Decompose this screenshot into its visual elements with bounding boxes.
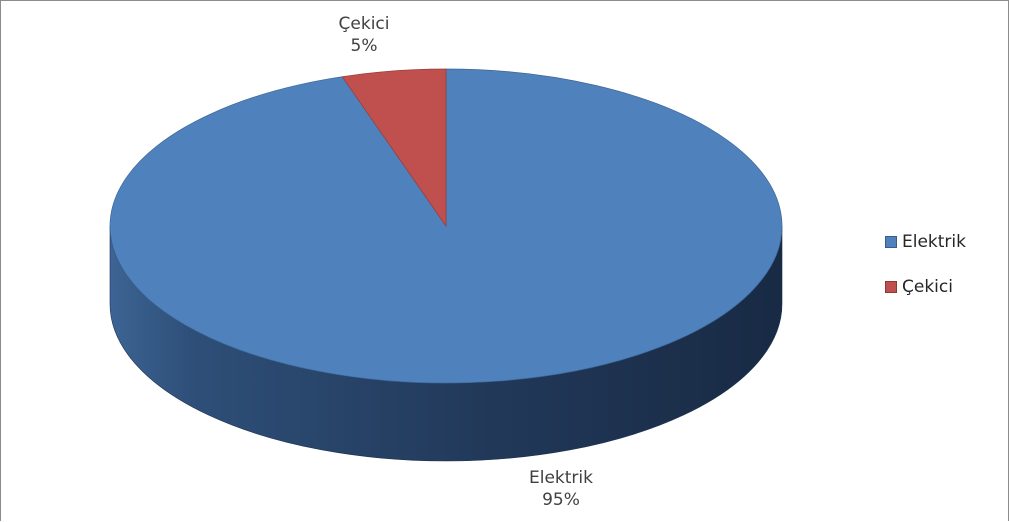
legend-label-cekici: Çekici bbox=[902, 277, 953, 297]
pie-slice-cekici bbox=[341, 68, 447, 228]
legend-swatch-cekici bbox=[885, 281, 897, 293]
data-label-elektrik-percent: 95% bbox=[542, 490, 580, 510]
data-label-cekici-name: Çekici bbox=[338, 14, 390, 34]
data-label-elektrik-name: Elektrik bbox=[529, 468, 593, 488]
data-label-cekici-percent: 5% bbox=[350, 36, 378, 56]
legend-item-elektrik[interactable]: Elektrik bbox=[885, 231, 966, 253]
legend-label-elektrik: Elektrik bbox=[902, 232, 966, 252]
legend: Elektrik Çekici bbox=[885, 231, 966, 321]
pie-slice-elektrik bbox=[109, 68, 783, 384]
data-label-cekici: Çekici 5% bbox=[319, 13, 409, 57]
data-label-elektrik: Elektrik 95% bbox=[506, 467, 616, 511]
legend-item-cekici[interactable]: Çekici bbox=[885, 276, 966, 298]
legend-swatch-elektrik bbox=[885, 236, 897, 248]
